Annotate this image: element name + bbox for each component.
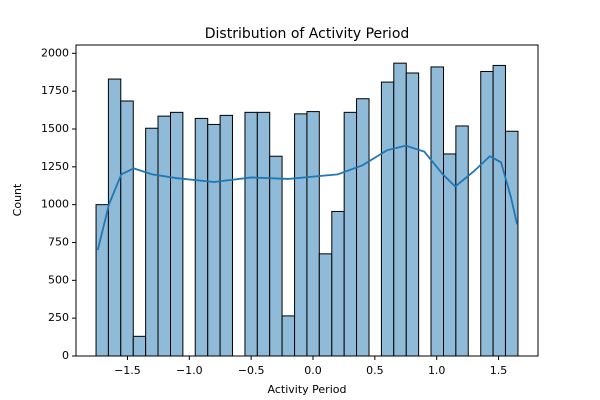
y-axis-label: Count [11,183,24,216]
bar [356,98,370,357]
y-tick-label: 2000 [41,46,69,59]
x-tick-label: −0.5 [238,364,265,377]
bar [492,64,506,357]
x-tick-label: −1.5 [114,364,141,377]
bar [380,81,395,357]
bar [281,315,296,357]
bar [132,335,147,357]
x-axis-label: Activity Period [268,383,347,396]
bar [504,130,519,357]
x-tick-label: 1.0 [428,364,446,377]
bar [306,111,320,357]
x-tick-label: −1.0 [176,364,203,377]
bar [120,100,134,357]
bar [170,111,184,357]
y-tick-label: 500 [48,273,69,286]
bar [95,204,109,357]
y-tick-label: 1750 [41,84,69,97]
y-tick-label: 250 [48,311,69,324]
chart-title: Distribution of Activity Period [205,26,410,42]
bar [244,111,258,357]
kde-line [96,144,518,251]
bar [294,113,308,357]
x-tick-label: 0.5 [366,364,384,377]
bar [194,117,209,357]
bar [145,127,159,357]
bar [343,111,358,357]
bar [157,115,172,357]
bar [207,123,221,357]
plot-frame [75,44,539,357]
bar [430,66,444,357]
y-tick-label: 750 [48,235,69,248]
y-tick-label: 1000 [41,198,69,211]
y-tick-label: 1250 [41,160,69,173]
bar [480,70,494,357]
x-tick-label: 0.0 [304,364,322,377]
bar [219,114,233,357]
bar [455,125,469,357]
y-tick-label: 0 [62,349,69,362]
bar [269,155,283,357]
bar [393,62,407,357]
bar [107,78,122,357]
x-tick-label: 1.5 [490,364,508,377]
bar [256,111,271,357]
bar [405,72,420,357]
bar [331,210,345,357]
bar [318,253,333,357]
y-tick-label: 1500 [41,122,69,135]
